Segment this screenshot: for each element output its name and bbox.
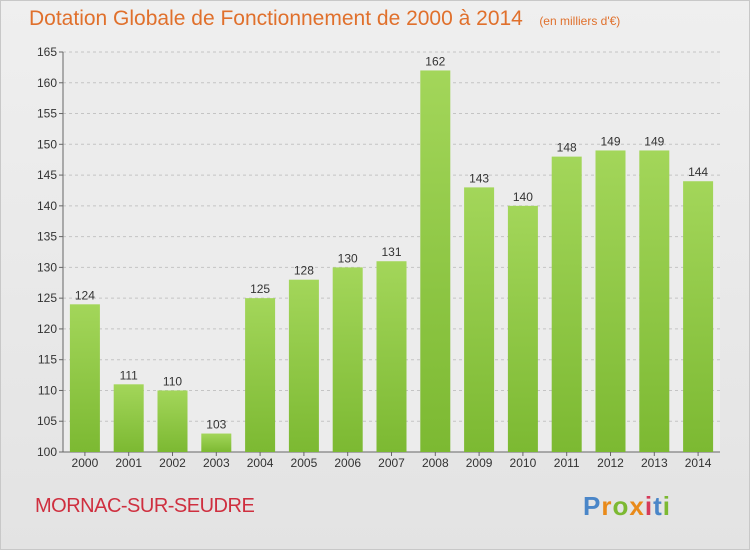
value-label-2001: 111	[120, 368, 139, 382]
value-label-2002: 110	[163, 374, 182, 388]
y-tick-label: 140	[37, 199, 57, 213]
bar-2010	[507, 205, 538, 452]
x-tick-label-2002: 2002	[159, 456, 186, 470]
bar-2004	[245, 298, 276, 452]
y-tick-label: 160	[37, 76, 57, 90]
proxiti-logo: Proxiti	[583, 491, 671, 522]
x-tick-label-2003: 2003	[203, 456, 230, 470]
x-tick-label-2009: 2009	[466, 456, 493, 470]
bar-2006	[332, 267, 363, 452]
logo-letter: x	[629, 491, 645, 521]
y-tick-label: 125	[37, 291, 57, 305]
bar-2008	[420, 70, 451, 452]
value-label-2008: 162	[425, 54, 445, 68]
value-label-2013: 149	[644, 134, 664, 148]
value-label-2005: 128	[294, 264, 314, 278]
y-tick-label: 100	[37, 445, 57, 459]
bar-2012	[595, 150, 626, 452]
x-tick-label-2013: 2013	[641, 456, 668, 470]
y-tick-label: 135	[37, 230, 57, 244]
bar-2001	[113, 384, 144, 452]
logo-letter: o	[612, 491, 630, 521]
x-tick-label-2005: 2005	[291, 456, 318, 470]
chart-subtitle: (en milliers d'€)	[539, 14, 621, 28]
bar-2000	[69, 304, 100, 452]
commune-name: MORNAC-SUR-SEUDRE	[35, 495, 255, 517]
y-tick-label: 105	[37, 414, 57, 428]
x-tick-label-2014: 2014	[685, 456, 712, 470]
y-tick-label: 120	[37, 322, 57, 336]
x-tick-label-2004: 2004	[247, 456, 274, 470]
x-tick-label-2010: 2010	[510, 456, 537, 470]
chart-title: Dotation Globale de Fonctionnement de 20…	[29, 7, 523, 30]
bar-2013	[639, 150, 670, 452]
logo-letter: i	[644, 491, 654, 521]
bar-2014	[683, 181, 714, 452]
value-label-2004: 125	[250, 282, 270, 296]
value-label-2009: 143	[469, 171, 489, 185]
bar-2009	[464, 187, 495, 452]
value-label-2010: 140	[513, 190, 533, 204]
bar-2002	[157, 390, 188, 452]
x-tick-label-2001: 2001	[115, 456, 142, 470]
y-tick-label: 165	[37, 45, 57, 59]
y-tick-label: 115	[38, 353, 57, 367]
value-label-2007: 131	[381, 245, 401, 259]
y-tick-label: 155	[37, 107, 57, 121]
value-label-2011: 148	[557, 141, 577, 155]
y-tick-label: 150	[37, 137, 57, 151]
value-label-2003: 103	[206, 418, 226, 432]
x-tick-label-2008: 2008	[422, 456, 449, 470]
bar-2005	[288, 279, 319, 452]
y-tick-label: 145	[37, 168, 57, 182]
value-label-2012: 149	[600, 134, 620, 148]
bar-2007	[376, 261, 407, 452]
x-tick-label-2012: 2012	[597, 456, 624, 470]
x-tick-label-2007: 2007	[378, 456, 405, 470]
x-tick-label-2011: 2011	[554, 456, 580, 470]
bar-2011	[551, 156, 582, 452]
title-row: Dotation Globale de Fonctionnement de 20…	[29, 7, 620, 31]
x-tick-label-2006: 2006	[334, 456, 361, 470]
logo-letter: t	[653, 491, 663, 521]
value-label-2006: 130	[338, 251, 358, 265]
bar-2003	[201, 433, 232, 452]
y-tick-label: 110	[38, 383, 57, 397]
value-label-2014: 144	[688, 165, 708, 179]
logo-letter: P	[583, 491, 602, 521]
x-tick-label-2000: 2000	[72, 456, 99, 470]
value-label-2000: 124	[75, 288, 95, 302]
logo-letter: r	[601, 491, 613, 521]
y-tick-label: 130	[37, 260, 57, 274]
logo-letter: i	[662, 491, 671, 521]
